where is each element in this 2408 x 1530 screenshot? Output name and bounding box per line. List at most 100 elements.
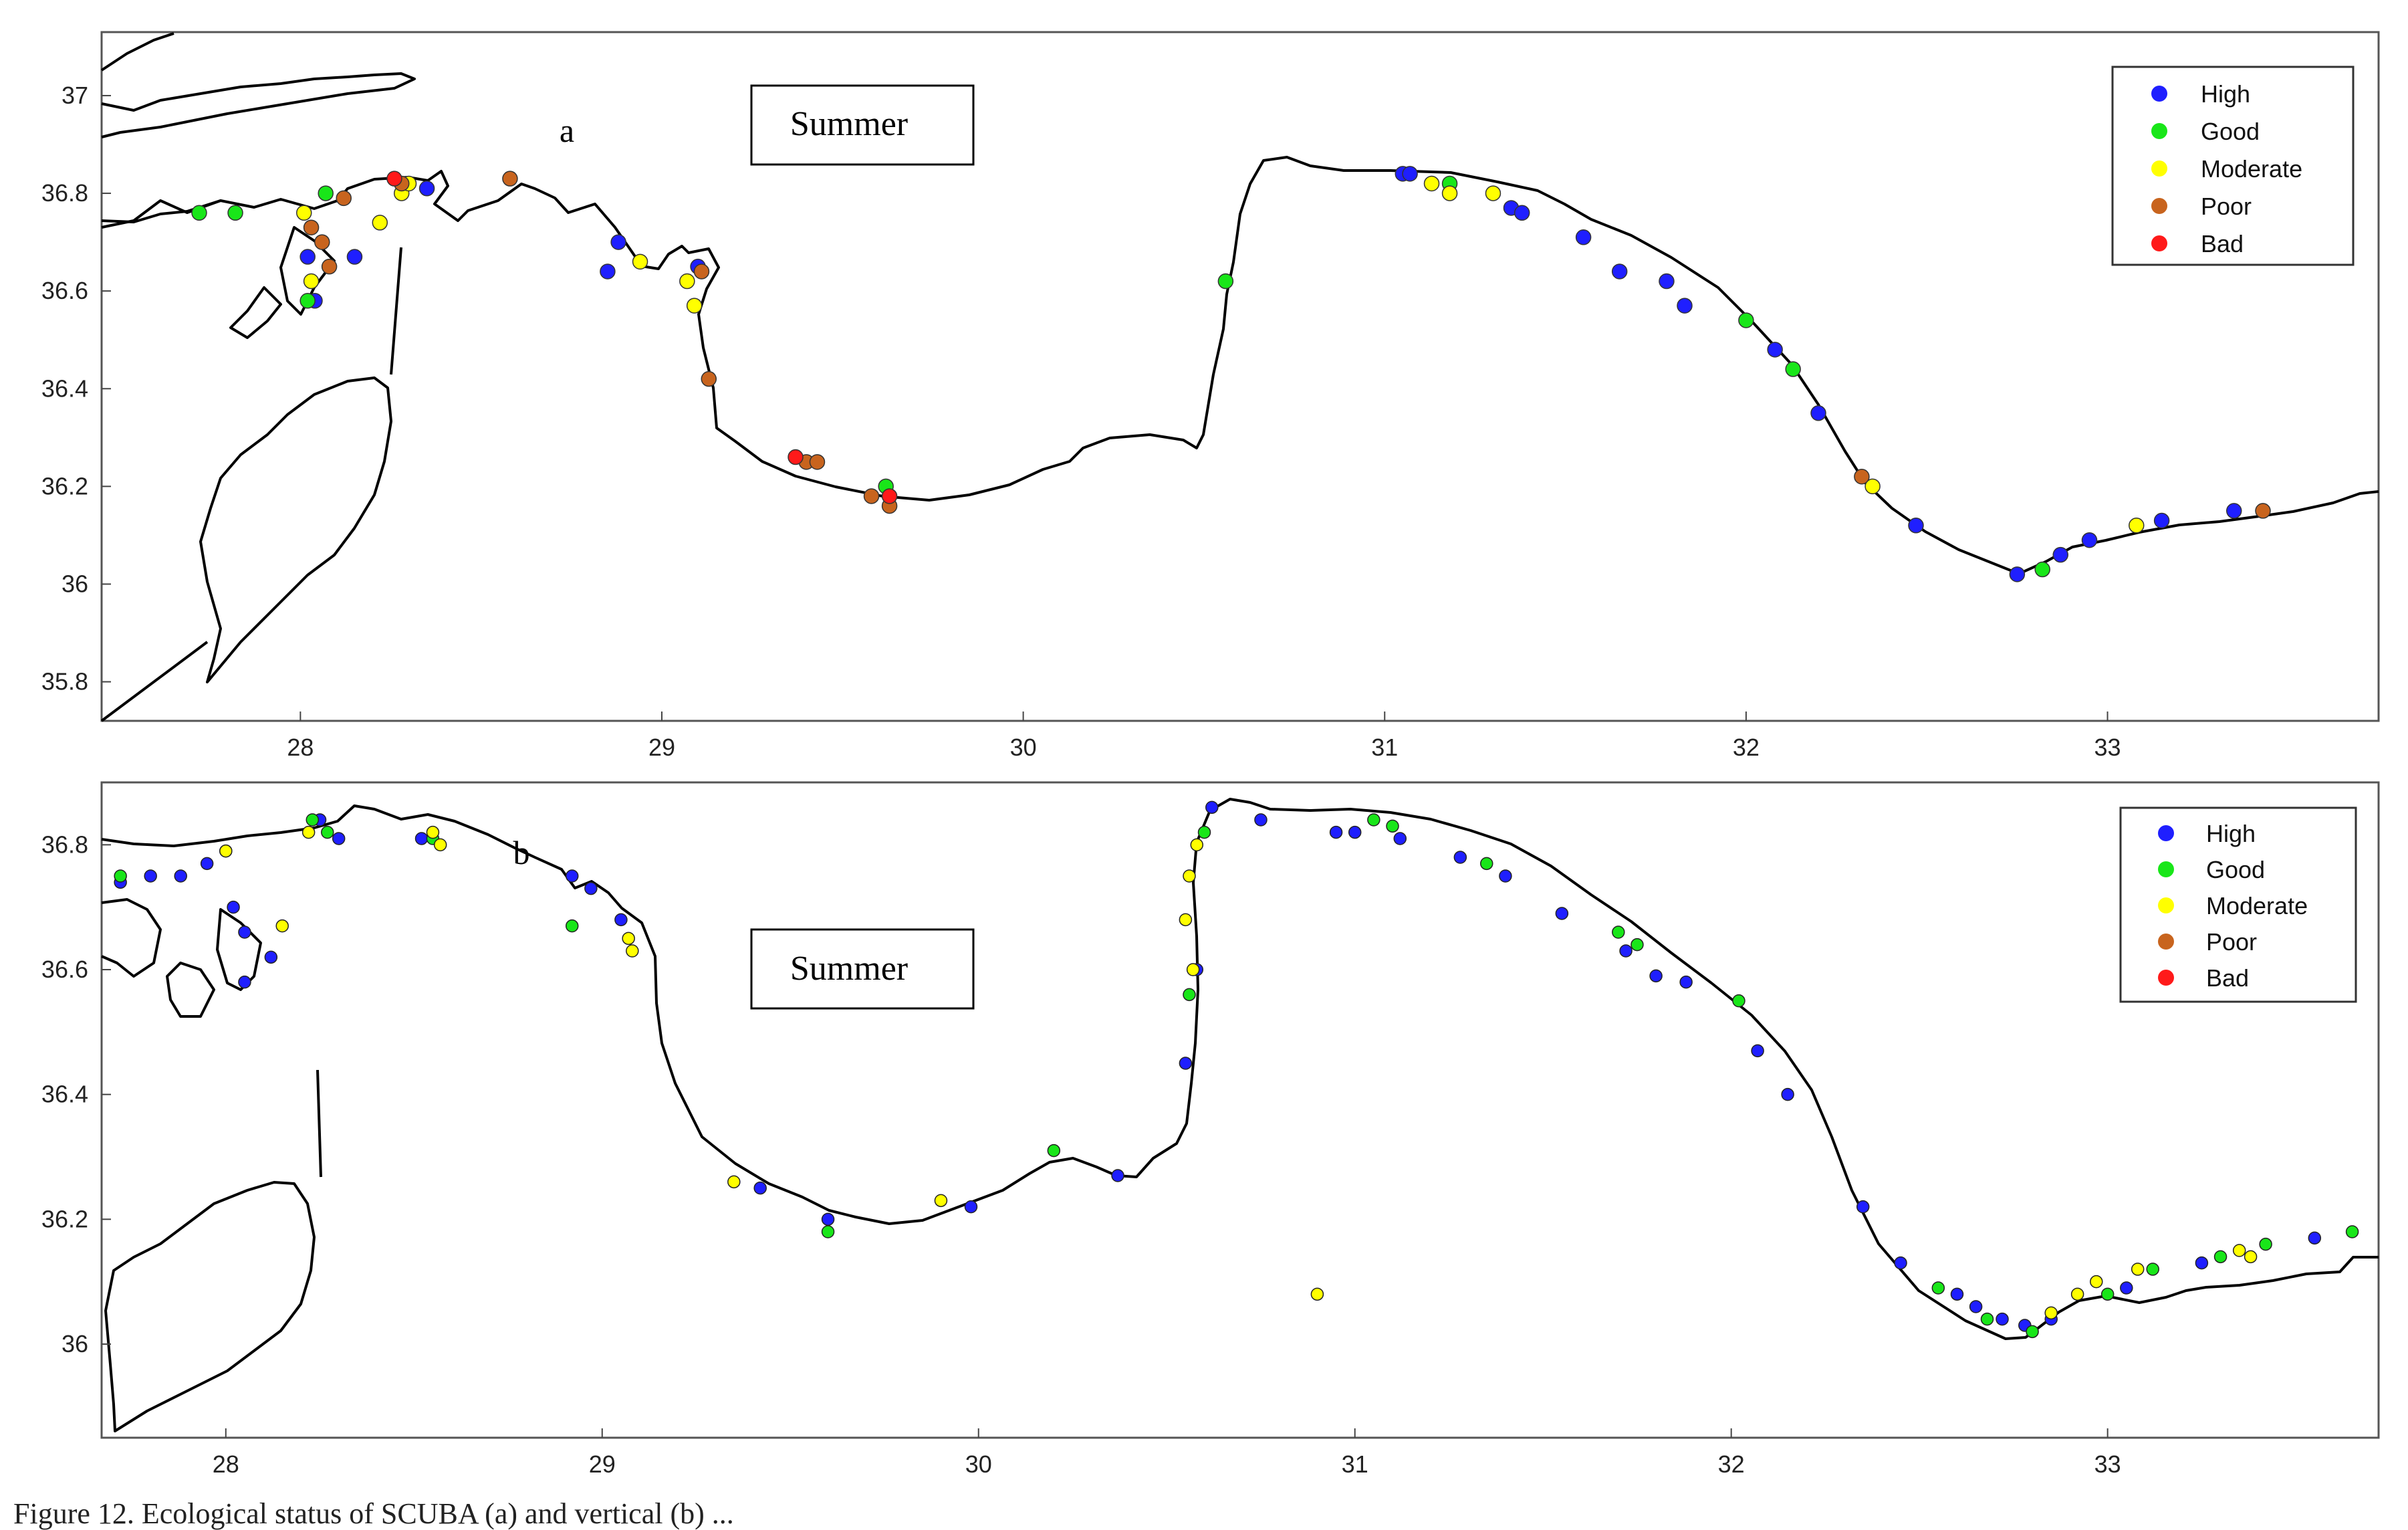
status-point-high (1619, 944, 1633, 958)
y-tick-label: 37 (62, 82, 88, 109)
status-point-good (306, 813, 320, 827)
legend-marker-bad (2158, 970, 2174, 986)
status-point-good (227, 205, 243, 221)
y-tick-label: 36.4 (41, 1081, 88, 1108)
status-point-high (1677, 298, 1693, 314)
status-point-high (964, 1200, 978, 1214)
legend-label-good: Good (2206, 856, 2265, 883)
status-point-poor (863, 488, 880, 504)
panel-b-season-label: Summer (790, 950, 908, 988)
panel-a-map: Summer a 28 29 30 31 32 33 35.8 36 36.2 36.4 36.6… (41, 31, 2380, 761)
status-point-high (1329, 825, 1343, 839)
status-point-high (610, 234, 626, 250)
status-point-high (753, 1181, 767, 1195)
status-point-good (1980, 1312, 1994, 1326)
status-point-high (332, 832, 346, 845)
status-point-high (144, 869, 157, 883)
legend-marker-good (2158, 861, 2174, 877)
panel-a-letter: a (560, 112, 574, 149)
x-tick-label: 31 (1371, 734, 1398, 761)
status-point-good (2100, 1287, 2115, 1301)
status-point-good (321, 825, 334, 839)
status-point-moderate (303, 273, 320, 290)
status-point-high (1111, 1169, 1124, 1182)
status-point-good (2213, 1250, 2228, 1264)
status-point-good (1217, 273, 1234, 290)
status-point-high (264, 950, 278, 964)
status-point-high (2052, 546, 2068, 563)
status-point-moderate (433, 838, 447, 852)
status-point-high (174, 869, 187, 883)
x-tick-label: 28 (287, 734, 314, 761)
legend-marker-moderate (2151, 160, 2167, 177)
x-tick-label: 32 (1733, 734, 1760, 761)
status-point-moderate (2244, 1250, 2258, 1264)
status-point-high (1611, 263, 1628, 280)
legend-label-high: High (2206, 820, 2256, 847)
status-point-high (1751, 1044, 1764, 1058)
status-point-high (1254, 813, 1268, 827)
status-point-bad (881, 488, 898, 504)
status-point-moderate (2090, 1275, 2103, 1289)
status-point-good (1732, 994, 1745, 1008)
status-point-good (2259, 1237, 2272, 1251)
status-point-high (584, 881, 598, 895)
status-point-good (1047, 1143, 1061, 1158)
status-point-good (1367, 813, 1380, 827)
status-point-moderate (622, 932, 635, 946)
status-point-high (565, 869, 579, 883)
y-tick-label: 36.8 (41, 179, 88, 207)
status-point-good (1612, 925, 1625, 939)
panel-a-season-box (750, 84, 975, 166)
status-point-moderate (1179, 913, 1193, 927)
status-point-high (1950, 1287, 1964, 1301)
status-point-moderate (372, 215, 388, 231)
y-tick-label: 35.8 (41, 668, 88, 695)
panel-b-letter: b (513, 834, 530, 871)
panel-a-axes-frame (100, 31, 2380, 722)
x-tick-label: 30 (965, 1450, 992, 1478)
status-point-high (414, 832, 429, 845)
status-point-high (1555, 907, 1569, 920)
x-tick-label: 30 (1010, 734, 1037, 761)
status-point-high (1969, 1300, 1983, 1313)
legend-marker-good (2151, 123, 2167, 139)
status-point-moderate (1310, 1287, 1324, 1301)
status-point-moderate (679, 273, 695, 290)
status-point-poor (321, 258, 338, 275)
status-point-high (1393, 832, 1407, 845)
status-point-bad (788, 449, 804, 465)
legend-marker-poor (2158, 934, 2174, 950)
status-point-poor (701, 370, 717, 387)
status-point-high (2009, 566, 2026, 582)
status-point-moderate (2131, 1263, 2145, 1276)
status-point-moderate (1864, 478, 1881, 495)
legend-label-moderate: Moderate (2206, 892, 2308, 919)
status-point-poor (303, 219, 320, 235)
status-point-high (1499, 869, 1512, 883)
x-tick-label: 29 (648, 734, 675, 761)
panel-a-points (191, 166, 2271, 582)
panel-a-legend: High Good Moderate Poor Bad (2111, 66, 2355, 266)
status-point-high (1781, 1087, 1794, 1101)
status-point-high (600, 263, 616, 280)
y-tick-label: 36.4 (41, 374, 88, 402)
y-tick-label: 36.8 (41, 831, 88, 858)
status-point-good (1738, 312, 1754, 328)
status-point-high (1453, 851, 1467, 864)
y-tick-label: 36.6 (41, 277, 88, 304)
status-point-high (299, 249, 316, 265)
legend-label-moderate: Moderate (2201, 155, 2302, 183)
panel-b-points (114, 800, 2359, 1339)
panel-b-y-ticks: 36 36.2 36.4 36.6 36.8 (41, 831, 111, 1357)
status-point-high (418, 181, 435, 197)
status-point-moderate (296, 205, 312, 221)
status-point-good (1479, 857, 1493, 871)
panel-b-map: Summer b 28 29 30 31 32 33 36 36.2 36.4 36.6 36.8… (41, 781, 2380, 1478)
status-point-good (1785, 361, 1801, 377)
status-point-moderate (1190, 838, 1204, 852)
status-point-high (227, 900, 240, 914)
status-point-high (2225, 503, 2242, 519)
status-point-moderate (1423, 175, 1440, 192)
status-point-poor (314, 234, 330, 250)
